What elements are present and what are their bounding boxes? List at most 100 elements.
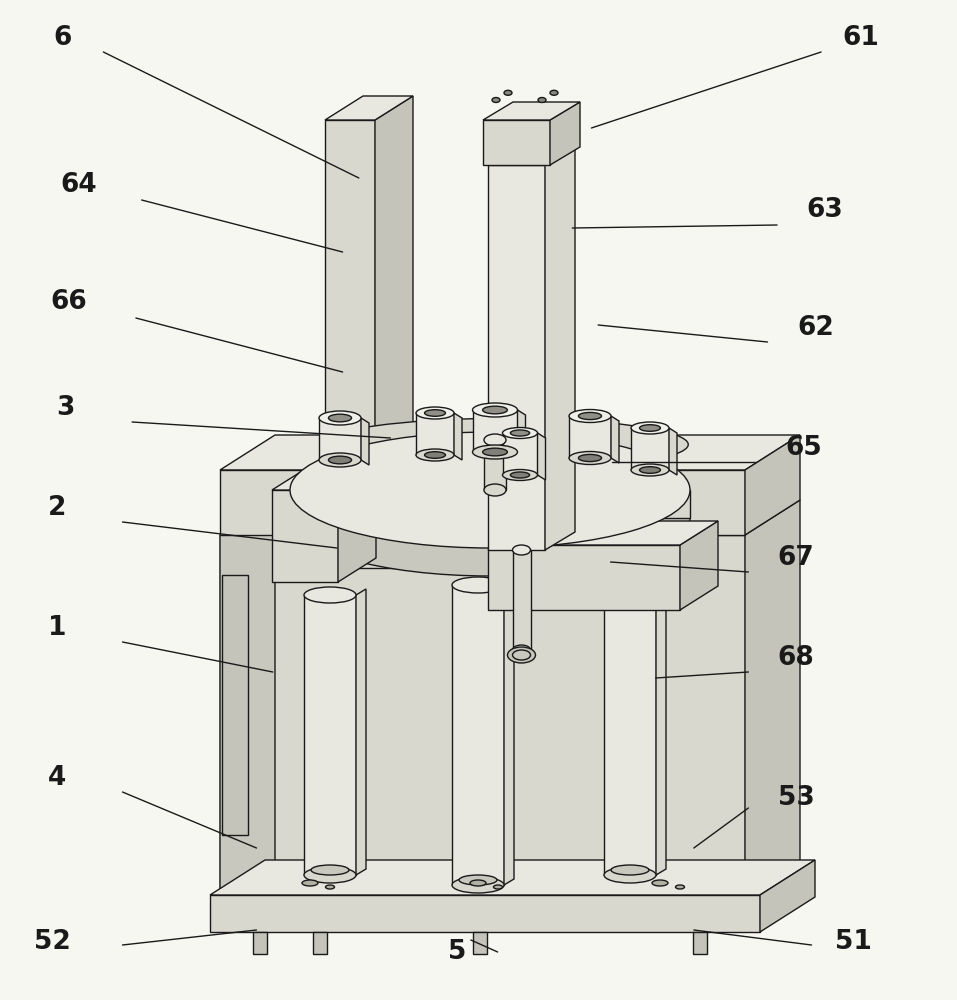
Ellipse shape <box>452 877 504 893</box>
Polygon shape <box>290 490 690 518</box>
Polygon shape <box>452 585 504 885</box>
Text: 67: 67 <box>778 545 814 571</box>
Polygon shape <box>483 102 580 120</box>
Ellipse shape <box>304 867 356 883</box>
Polygon shape <box>319 418 361 460</box>
Polygon shape <box>253 932 267 954</box>
Polygon shape <box>483 120 550 165</box>
Polygon shape <box>210 895 760 932</box>
Polygon shape <box>338 466 376 582</box>
Ellipse shape <box>569 410 611 422</box>
Ellipse shape <box>578 454 602 462</box>
Polygon shape <box>220 435 800 470</box>
Ellipse shape <box>502 428 538 438</box>
Ellipse shape <box>328 414 351 422</box>
Ellipse shape <box>604 867 656 883</box>
Polygon shape <box>285 498 673 522</box>
Polygon shape <box>488 521 718 545</box>
Polygon shape <box>484 440 506 490</box>
Polygon shape <box>210 860 815 895</box>
Ellipse shape <box>631 422 669 434</box>
Ellipse shape <box>473 445 518 459</box>
Ellipse shape <box>473 403 518 417</box>
Polygon shape <box>454 413 462 460</box>
Ellipse shape <box>321 418 688 471</box>
Polygon shape <box>693 932 707 954</box>
Ellipse shape <box>484 484 506 496</box>
Ellipse shape <box>507 647 536 663</box>
Ellipse shape <box>513 545 530 555</box>
Ellipse shape <box>502 470 538 481</box>
Polygon shape <box>631 428 669 470</box>
Ellipse shape <box>319 453 361 467</box>
Polygon shape <box>569 416 611 458</box>
Polygon shape <box>611 416 619 463</box>
Polygon shape <box>488 545 680 610</box>
Ellipse shape <box>459 875 497 885</box>
Ellipse shape <box>639 467 660 473</box>
Ellipse shape <box>652 880 668 886</box>
Ellipse shape <box>550 90 558 95</box>
Text: 63: 63 <box>807 197 843 223</box>
Polygon shape <box>502 433 538 475</box>
Polygon shape <box>723 505 778 890</box>
Ellipse shape <box>513 645 530 655</box>
Ellipse shape <box>639 425 660 431</box>
Polygon shape <box>225 540 242 890</box>
Ellipse shape <box>290 460 690 576</box>
Polygon shape <box>325 96 413 120</box>
Polygon shape <box>416 413 454 455</box>
Polygon shape <box>518 410 525 457</box>
Polygon shape <box>220 535 745 895</box>
Polygon shape <box>220 500 275 895</box>
Ellipse shape <box>510 430 529 436</box>
Ellipse shape <box>302 880 318 886</box>
Text: 52: 52 <box>34 929 71 955</box>
Polygon shape <box>669 428 677 475</box>
Text: 61: 61 <box>843 25 879 51</box>
Ellipse shape <box>676 885 684 889</box>
Polygon shape <box>680 521 718 610</box>
Ellipse shape <box>416 449 454 461</box>
Ellipse shape <box>538 98 546 103</box>
Polygon shape <box>723 540 740 890</box>
Text: 2: 2 <box>48 495 67 521</box>
Polygon shape <box>272 490 338 582</box>
Ellipse shape <box>578 412 602 420</box>
Text: 64: 64 <box>60 172 97 198</box>
Polygon shape <box>635 498 673 568</box>
Polygon shape <box>760 860 815 932</box>
Text: 5: 5 <box>448 939 467 965</box>
Polygon shape <box>220 470 745 535</box>
Ellipse shape <box>311 865 349 875</box>
Polygon shape <box>604 595 656 875</box>
Polygon shape <box>272 466 376 490</box>
Ellipse shape <box>611 865 649 875</box>
Polygon shape <box>538 433 545 480</box>
Polygon shape <box>488 147 575 165</box>
Ellipse shape <box>425 410 445 416</box>
Ellipse shape <box>510 472 529 478</box>
Ellipse shape <box>569 452 611 464</box>
Text: 66: 66 <box>51 289 87 315</box>
Polygon shape <box>222 575 248 835</box>
Polygon shape <box>488 165 545 550</box>
Ellipse shape <box>482 448 507 456</box>
Polygon shape <box>325 120 375 885</box>
Ellipse shape <box>482 406 507 414</box>
Ellipse shape <box>484 434 506 446</box>
Ellipse shape <box>290 432 690 548</box>
Polygon shape <box>361 418 369 465</box>
Ellipse shape <box>631 464 669 476</box>
Text: 1: 1 <box>48 615 67 641</box>
Polygon shape <box>356 589 366 875</box>
Ellipse shape <box>470 880 486 886</box>
Polygon shape <box>745 435 800 535</box>
Ellipse shape <box>604 587 656 603</box>
Polygon shape <box>545 147 575 550</box>
Ellipse shape <box>416 407 454 419</box>
Text: 4: 4 <box>48 765 67 791</box>
Text: 6: 6 <box>53 25 72 51</box>
Polygon shape <box>313 932 327 954</box>
Ellipse shape <box>304 587 356 603</box>
